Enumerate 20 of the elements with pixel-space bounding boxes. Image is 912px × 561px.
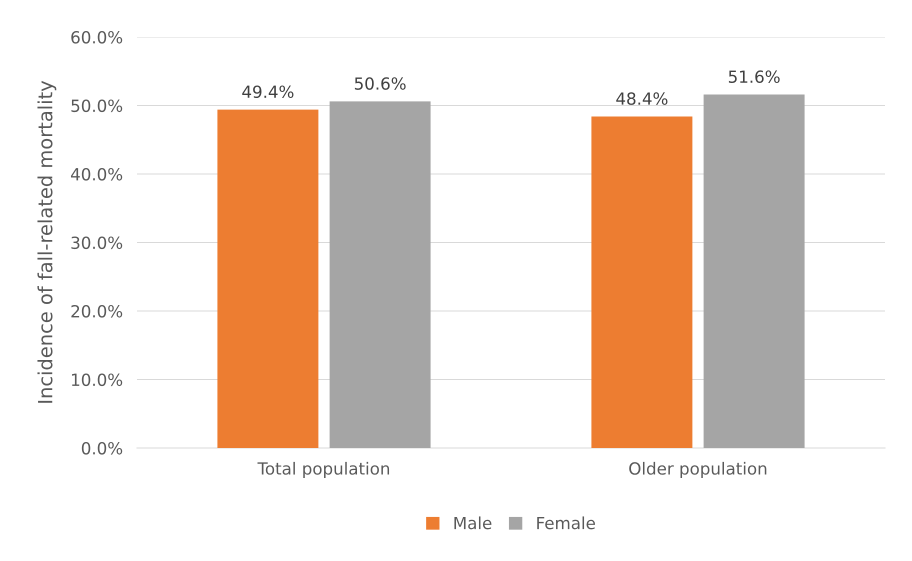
data-label: 51.6% (728, 70, 780, 83)
data-label: 49.4% (242, 85, 294, 98)
bar (704, 94, 805, 448)
y-tick-label: 50.0% (71, 99, 122, 112)
legend-label: Male (454, 516, 492, 530)
y-tick-label: 60.0% (71, 30, 122, 44)
bar (217, 110, 318, 448)
legend-label: Female (537, 516, 595, 530)
data-label: 48.4% (616, 92, 668, 105)
x-tick-label: Older population (629, 462, 766, 478)
y-tick-label: 0.0% (82, 442, 122, 455)
y-tick-label: 40.0% (70, 168, 122, 181)
x-tick-label: Total population (257, 462, 390, 478)
y-tick-label: 10.0% (72, 373, 122, 386)
y-tick-label: 20.0% (71, 304, 122, 318)
bar (330, 101, 431, 448)
y-axis-title: Incidence of fall-related mortality (37, 80, 56, 403)
y-tick-label: 30.0% (71, 236, 122, 250)
data-label: 50.6% (354, 77, 406, 90)
bar (591, 116, 692, 448)
